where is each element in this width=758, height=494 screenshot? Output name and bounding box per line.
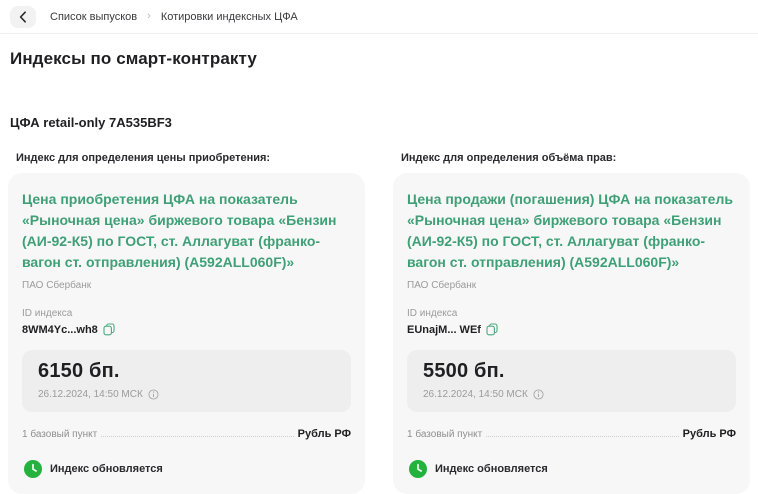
price-value: 5500 бп. (423, 360, 505, 382)
price-info-button[interactable] (533, 389, 544, 400)
unit-currency: Рубль РФ (297, 428, 351, 440)
dotted-leader (101, 436, 294, 437)
price-date-row: 26.12.2024, 14:50 МСК (38, 389, 335, 400)
unit-label: 1 базовый пункт (407, 429, 483, 440)
index-id-label: ID индекса (407, 308, 458, 319)
price-box: 6150 бп. 26.12.2024, 14:50 МСК (22, 350, 351, 412)
index-id-value: EUnajM... WEf (407, 323, 481, 336)
clock-icon (24, 460, 42, 478)
back-button[interactable] (10, 5, 36, 28)
clock-icon (409, 460, 427, 478)
price-value: 6150 бп. (38, 360, 120, 382)
back-chevron-icon (19, 10, 27, 23)
breadcrumb-item-index-quotes: Котировки индексных ЦФА (160, 10, 298, 23)
page-title: Индексы по смарт-контракту (10, 49, 257, 68)
info-icon (148, 389, 159, 400)
rights-index-card: Цена продажи (погашения) ЦФА на показате… (393, 173, 750, 494)
index-id-row: EUnajM... WEf (407, 323, 736, 336)
price-box: 5500 бп. 26.12.2024, 14:50 МСК (407, 350, 736, 412)
price-date: 26.12.2024, 14:50 МСК (423, 389, 528, 400)
index-issuer: ПАО Сбербанк (22, 280, 92, 291)
unit-row: 1 базовый пункт Рубль РФ (407, 428, 736, 440)
index-id-value: 8WM4Yc...wh8 (22, 323, 98, 336)
dotted-leader (486, 436, 679, 437)
index-columns: Индекс для определения цены приобретения… (0, 152, 758, 494)
index-title: Цена приобретения ЦФА на показатель «Рын… (22, 191, 337, 270)
copy-id-button[interactable] (103, 323, 115, 336)
unit-row: 1 базовый пункт Рубль РФ (22, 428, 351, 440)
index-title: Цена продажи (погашения) ЦФА на показате… (407, 191, 733, 270)
unit-currency: Рубль РФ (682, 428, 736, 440)
index-id-label: ID индекса (22, 308, 73, 319)
status-row: Индекс обновляется (24, 460, 349, 478)
index-id-row: 8WM4Yc...wh8 (22, 323, 351, 336)
breadcrumb: Список выпусков › Котировки индексных ЦФ… (50, 11, 298, 23)
breadcrumb-separator-icon: › (147, 10, 151, 22)
copy-id-button[interactable] (486, 323, 498, 336)
copy-icon (486, 323, 498, 336)
status-label: Индекс обновляется (50, 463, 163, 475)
asset-title: ЦФА retail-only 7A535BF3 (10, 115, 172, 130)
price-date: 26.12.2024, 14:50 МСК (38, 389, 143, 400)
unit-label: 1 базовый пункт (22, 429, 98, 440)
status-label: Индекс обновляется (435, 463, 548, 475)
copy-icon (103, 323, 115, 336)
purchase-index-column: Индекс для определения цены приобретения… (8, 152, 365, 494)
info-icon (533, 389, 544, 400)
breadcrumb-bar: Список выпусков › Котировки индексных ЦФ… (0, 0, 758, 34)
index-issuer: ПАО Сбербанк (407, 280, 477, 291)
status-row: Индекс обновляется (409, 460, 734, 478)
purchase-index-card: Цена приобретения ЦФА на показатель «Рын… (8, 173, 365, 494)
purchase-index-header: Индекс для определения цены приобретения… (16, 152, 271, 164)
rights-index-header: Индекс для определения объёма прав: (401, 152, 617, 164)
breadcrumb-item-issues-list[interactable]: Список выпусков (50, 10, 138, 23)
rights-index-column: Индекс для определения объёма прав: Цена… (393, 152, 750, 494)
price-info-button[interactable] (148, 389, 159, 400)
price-date-row: 26.12.2024, 14:50 МСК (423, 389, 720, 400)
